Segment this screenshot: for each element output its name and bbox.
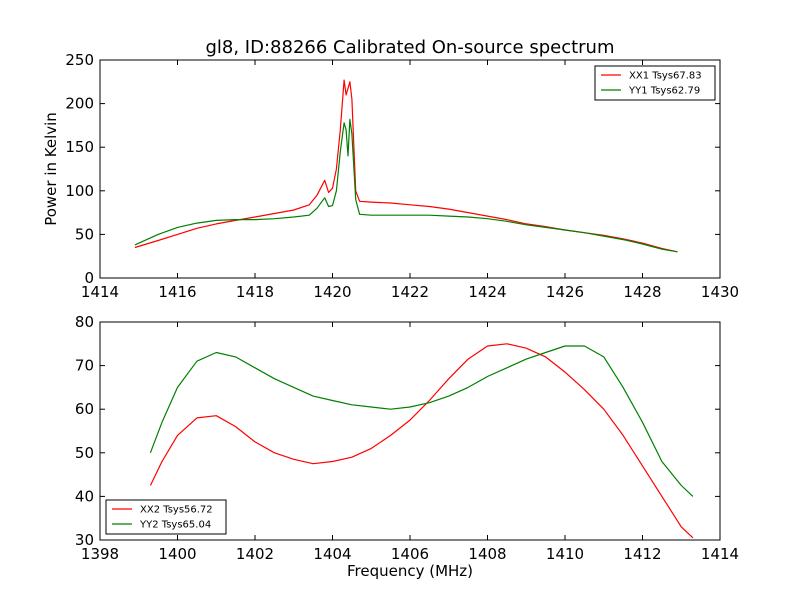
legend-label: YY2 Tsys65.04 <box>139 520 211 531</box>
y-tick-label: 60 <box>75 400 94 418</box>
legend: XX1 Tsys67.83 YY1 Tsys62.79 <box>594 65 716 101</box>
x-tick-label: 1426 <box>546 283 584 301</box>
legend-label: XX2 Tsys56.72 <box>140 505 213 516</box>
series-line-top-2 <box>134 118 678 253</box>
x-tick-label: 1400 <box>158 545 196 563</box>
y-tick-label: 250 <box>65 51 94 69</box>
series-line-top-1 <box>134 79 678 253</box>
y-tick-label: 100 <box>65 182 94 200</box>
y-tick-label: 50 <box>75 225 94 243</box>
y-tick-label: 200 <box>65 95 94 113</box>
x-tick-label: 1404 <box>313 545 351 563</box>
bottom-panel: 1398 1400 1402 1404 1406 1408 1410 1412 1414 30 40… <box>75 313 739 563</box>
legend-box <box>594 65 716 101</box>
x-tick-label: 1412 <box>623 545 661 563</box>
legend-label: YY1 Tsys62.79 <box>628 86 700 97</box>
legend: XX2 Tsys56.72 YY2 Tsys65.04 <box>105 499 227 535</box>
x-tick-label: 1414 <box>81 283 119 301</box>
y-tick-label: 80 <box>75 313 94 331</box>
x-tick-label: 1408 <box>468 545 506 563</box>
x-tick-label: 1420 <box>313 283 351 301</box>
y-tick-label: 40 <box>75 487 94 505</box>
x-tick-label: 1410 <box>546 545 584 563</box>
x-tick-label: 1416 <box>158 283 196 301</box>
y-tick-label: 30 <box>75 531 94 549</box>
legend-label: XX1 Tsys67.83 <box>629 71 702 82</box>
x-tick-label: 1430 <box>701 283 739 301</box>
series-line-bottom-2 <box>149 345 694 497</box>
x-tick-label: 1428 <box>623 283 661 301</box>
y-tick-label: 70 <box>75 357 94 375</box>
x-tick-label: 1418 <box>236 283 274 301</box>
y-tick-label: 50 <box>75 444 94 462</box>
x-tick-label: 1424 <box>468 283 506 301</box>
x-tick-label: 1406 <box>391 545 429 563</box>
x-tick-label: 1398 <box>81 545 119 563</box>
chart-title: gl8, ID:88266 Calibrated On-source spect… <box>205 37 614 58</box>
y-tick-label: 0 <box>84 269 94 287</box>
series-line-bottom-1 <box>149 343 694 539</box>
y-axis-label: Power in Kelvin <box>42 112 60 226</box>
x-tick-label: 1414 <box>701 545 739 563</box>
y-tick-label: 150 <box>65 138 94 156</box>
x-tick-label: 1402 <box>236 545 274 563</box>
top-panel: 1414 1416 1418 1420 1422 1424 1426 1428 1430 0 50 1… <box>65 51 739 301</box>
legend-box <box>105 499 227 535</box>
x-tick-label: 1422 <box>391 283 429 301</box>
x-axis-label: Frequency (MHz) <box>347 562 473 580</box>
